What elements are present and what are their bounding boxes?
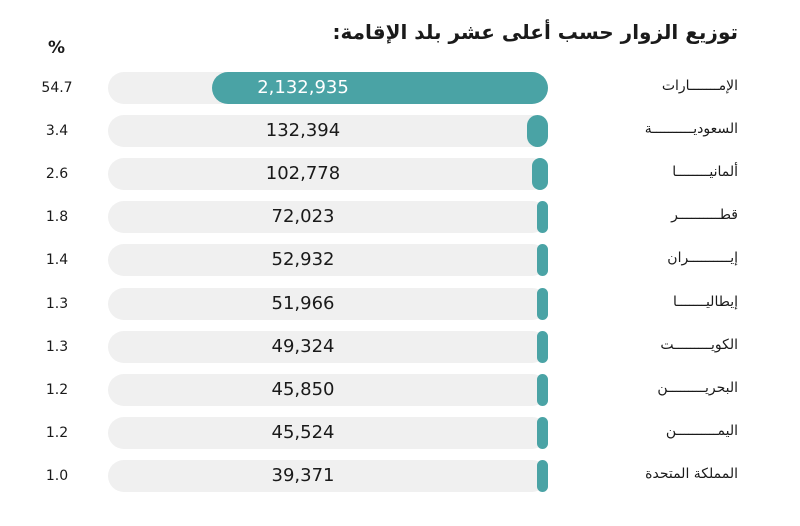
bar-track <box>108 158 548 191</box>
bar <box>537 287 548 320</box>
country-label: إيــــــــــران <box>667 250 738 267</box>
percent-label: 54.7 <box>41 80 73 96</box>
value-label: 102,778 <box>265 163 341 185</box>
value-label: 45,850 <box>271 378 335 400</box>
bar-row: 2.6 102,778 ألمانيــــــــا <box>0 157 800 191</box>
bar-row: 1.8 72,023 قطــــــــــر <box>0 200 800 234</box>
bar-row: 1.3 51,966 إيطاليـــــــا <box>0 287 800 321</box>
country-label: السعوديــــــــــة <box>644 121 738 138</box>
country-label: إيطاليـــــــا <box>672 293 738 310</box>
value-label: 132,394 <box>265 120 341 142</box>
country-label: الإمـــــــارات <box>661 78 738 94</box>
bar-track <box>108 115 548 148</box>
bar <box>531 158 548 191</box>
bar-row: 3.4 132,394 السعوديــــــــــة <box>0 114 800 148</box>
percent-header: % <box>48 38 66 58</box>
percent-label: 1.8 <box>45 209 69 226</box>
country-label: المملكة المتحدة <box>645 465 738 482</box>
country-label: اليمــــــــــن <box>665 422 738 439</box>
value-label: 39,371 <box>271 464 335 486</box>
value-label: 45,524 <box>271 421 335 443</box>
value-label: 49,324 <box>271 335 335 357</box>
bar-track <box>108 416 548 449</box>
chart-title: توزيع الزوار حسب أعلى عشر بلد الإقامة: <box>332 20 738 44</box>
country-label: ألمانيــــــــا <box>672 164 738 181</box>
bar-row: 54.7 2,132,935 الإمـــــــارات <box>0 71 800 105</box>
bar-track <box>108 330 548 363</box>
percent-label: 1.2 <box>45 424 69 441</box>
bar <box>537 330 548 363</box>
value-label: 72,023 <box>271 206 335 228</box>
bar-row: 1.2 45,524 اليمــــــــــن <box>0 416 800 450</box>
value-label: 52,932 <box>271 249 335 271</box>
country-label: قطــــــــــر <box>671 207 738 224</box>
bar-row: 1.3 49,324 الكويـــــــــت <box>0 330 800 364</box>
percent-label: 1.0 <box>45 467 69 484</box>
bar <box>527 115 548 148</box>
percent-label: 1.3 <box>45 295 69 312</box>
bar <box>537 373 548 406</box>
bar-track <box>108 201 548 234</box>
bar-track <box>108 287 548 320</box>
value-label: 51,966 <box>271 292 335 314</box>
bar <box>537 244 548 277</box>
percent-label: 1.4 <box>45 252 69 269</box>
percent-label: 2.6 <box>45 166 69 183</box>
bar <box>212 72 548 104</box>
percent-label: 1.3 <box>45 338 69 355</box>
country-label: البحريـــــــــن <box>657 379 738 396</box>
percent-label: 1.2 <box>45 381 69 398</box>
bar <box>536 201 548 234</box>
bar-row: 1.2 45,850 البحريـــــــــن <box>0 373 800 407</box>
bar <box>537 416 548 449</box>
country-label: الكويـــــــــت <box>660 336 738 353</box>
bar <box>537 459 548 492</box>
bar-track <box>108 373 548 406</box>
percent-label: 3.4 <box>45 123 69 140</box>
value-label: 2,132,935 <box>257 77 349 98</box>
bar-track <box>108 72 548 104</box>
bar-track <box>108 459 548 492</box>
bar-track <box>108 244 548 277</box>
bar-row: 1.0 39,371 المملكة المتحدة <box>0 459 800 493</box>
bar-row: 1.4 52,932 إيــــــــــران <box>0 243 800 277</box>
